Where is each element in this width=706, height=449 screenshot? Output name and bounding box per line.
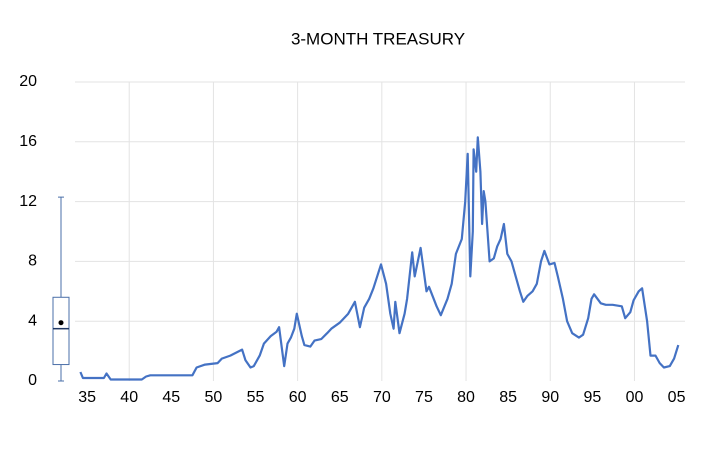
- x-tick-label: 45: [162, 389, 180, 406]
- x-tick-label: 55: [247, 389, 265, 406]
- x-tick-label: 35: [78, 389, 96, 406]
- x-tick-label: 75: [415, 389, 433, 406]
- line-series: [79, 136, 680, 381]
- x-tick-label: 60: [289, 389, 307, 406]
- box: [52, 296, 70, 366]
- x-tick-label: 90: [541, 389, 559, 406]
- y-tick-label: 16: [19, 133, 37, 150]
- box-mean: [58, 320, 64, 326]
- x-tick-label: 70: [373, 389, 391, 406]
- x-tick-label: 80: [457, 389, 475, 406]
- x-tick-label: 85: [499, 389, 517, 406]
- y-tick-label: 12: [19, 193, 37, 210]
- x-tick-label: 95: [583, 389, 601, 406]
- x-tick-label: 00: [626, 389, 644, 406]
- y-tick-label: 4: [28, 312, 37, 329]
- x-tick-label: 40: [120, 389, 138, 406]
- x-tick-label: 50: [205, 389, 223, 406]
- y-tick-label: 0: [28, 372, 37, 389]
- x-tick-label: 65: [331, 389, 349, 406]
- chart-title: 3-MONTH TREASURY: [291, 29, 465, 48]
- x-tick-label: 05: [668, 389, 686, 406]
- y-tick-label: 8: [28, 253, 37, 270]
- y-tick-label: 20: [19, 73, 37, 90]
